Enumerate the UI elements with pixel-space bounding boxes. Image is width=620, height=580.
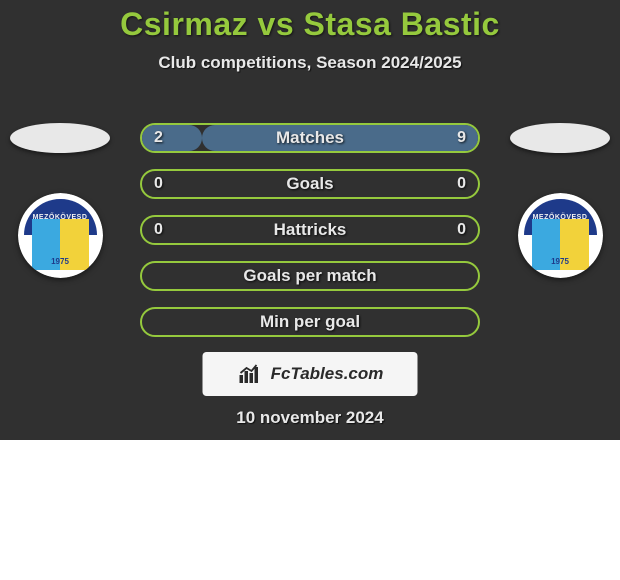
date-line: 10 november 2024 <box>0 408 620 428</box>
stat-bar-fill-left <box>142 125 202 151</box>
player-right-flag <box>510 123 610 153</box>
stat-bar: Min per goal <box>140 307 480 337</box>
brand-text: FcTables.com <box>271 364 384 384</box>
player-left-crest: MEZŐKÖVESD 1975 <box>18 193 103 278</box>
comparison-card: Csirmaz vs Stasa Bastic Club competition… <box>0 0 620 440</box>
brand-box[interactable]: FcTables.com <box>203 352 418 396</box>
brand-chart-icon <box>237 363 265 385</box>
stat-bar-value-right: 0 <box>457 221 466 239</box>
stat-bar-label: Min per goal <box>260 312 360 332</box>
player-right-crest: MEZŐKÖVESD 1975 <box>518 193 603 278</box>
stat-bar: Goals per match <box>140 261 480 291</box>
stat-bars: Matches 2 9 Goals 0 0 Hattricks 0 0 Goals per mat… <box>140 123 480 337</box>
stat-bar-value-left: 2 <box>154 129 163 147</box>
stat-bar-value-left: 0 <box>154 221 163 239</box>
crest-year: 1975 <box>518 257 603 266</box>
stat-bar-value-right: 9 <box>457 129 466 147</box>
player-right-column: MEZŐKÖVESD 1975 <box>510 123 610 278</box>
stat-bar: Matches 2 9 <box>140 123 480 153</box>
stat-bar: Goals 0 0 <box>140 169 480 199</box>
stat-bar-label: Hattricks <box>274 220 347 240</box>
player-left-flag <box>10 123 110 153</box>
crest-year: 1975 <box>18 257 103 266</box>
stat-bar-value-left: 0 <box>154 175 163 193</box>
stat-bar-value-right: 0 <box>457 175 466 193</box>
stat-bar-label: Matches <box>276 128 344 148</box>
subtitle: Club competitions, Season 2024/2025 <box>0 53 620 73</box>
stat-bar-label: Goals <box>286 174 333 194</box>
stat-bar-label: Goals per match <box>243 266 376 286</box>
player-left-column: MEZŐKÖVESD 1975 <box>10 123 110 278</box>
page-title: Csirmaz vs Stasa Bastic <box>0 0 620 43</box>
stat-bar: Hattricks 0 0 <box>140 215 480 245</box>
